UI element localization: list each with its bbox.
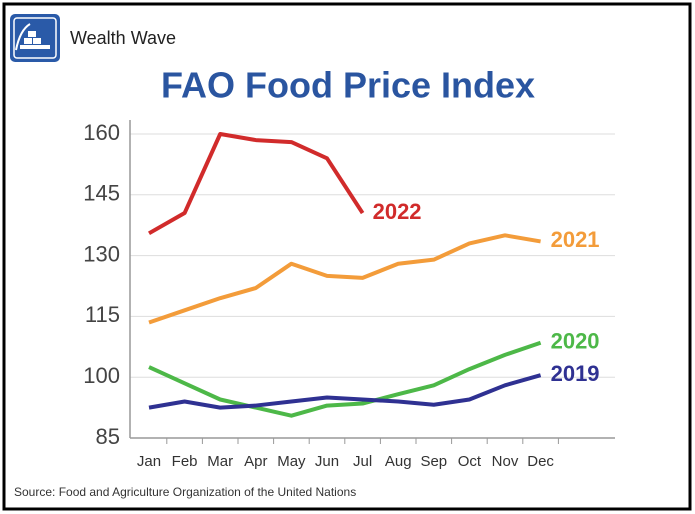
logo xyxy=(10,14,60,62)
series-line xyxy=(148,340,542,418)
x-tick-label: Nov xyxy=(492,453,519,470)
y-tick-label: 160 xyxy=(83,120,120,145)
series-label: 2022 xyxy=(373,199,422,224)
x-tick-label: Jan xyxy=(137,453,161,470)
x-tick-label: Dec xyxy=(527,453,554,470)
x-tick-label: Jul xyxy=(353,453,372,470)
x-tick-label: Jun xyxy=(315,453,339,470)
y-tick-label: 100 xyxy=(83,363,120,388)
x-tick-label: May xyxy=(277,453,306,470)
series-label: 2020 xyxy=(551,329,600,354)
series-label: 2021 xyxy=(551,227,600,252)
series-line xyxy=(148,373,542,410)
series-line xyxy=(148,233,541,325)
y-tick-label: 115 xyxy=(85,302,120,327)
source: Source: Food and Agriculture Organizatio… xyxy=(14,485,356,499)
brand: Wealth Wave xyxy=(70,28,176,48)
x-tick-label: Oct xyxy=(458,453,482,470)
x-tick-label: Mar xyxy=(207,453,233,470)
x-tick-label: Feb xyxy=(172,453,198,470)
y-tick-label: 85 xyxy=(96,424,120,449)
x-tick-label: Sep xyxy=(420,453,447,470)
series-label: 2019 xyxy=(551,361,600,386)
chart-title: FAO Food Price Index xyxy=(161,65,535,106)
x-tick-label: Apr xyxy=(244,453,267,470)
y-tick-label: 145 xyxy=(83,181,120,206)
series-line xyxy=(148,132,365,236)
x-tick-label: Aug xyxy=(385,453,412,470)
y-tick-label: 130 xyxy=(83,241,120,266)
